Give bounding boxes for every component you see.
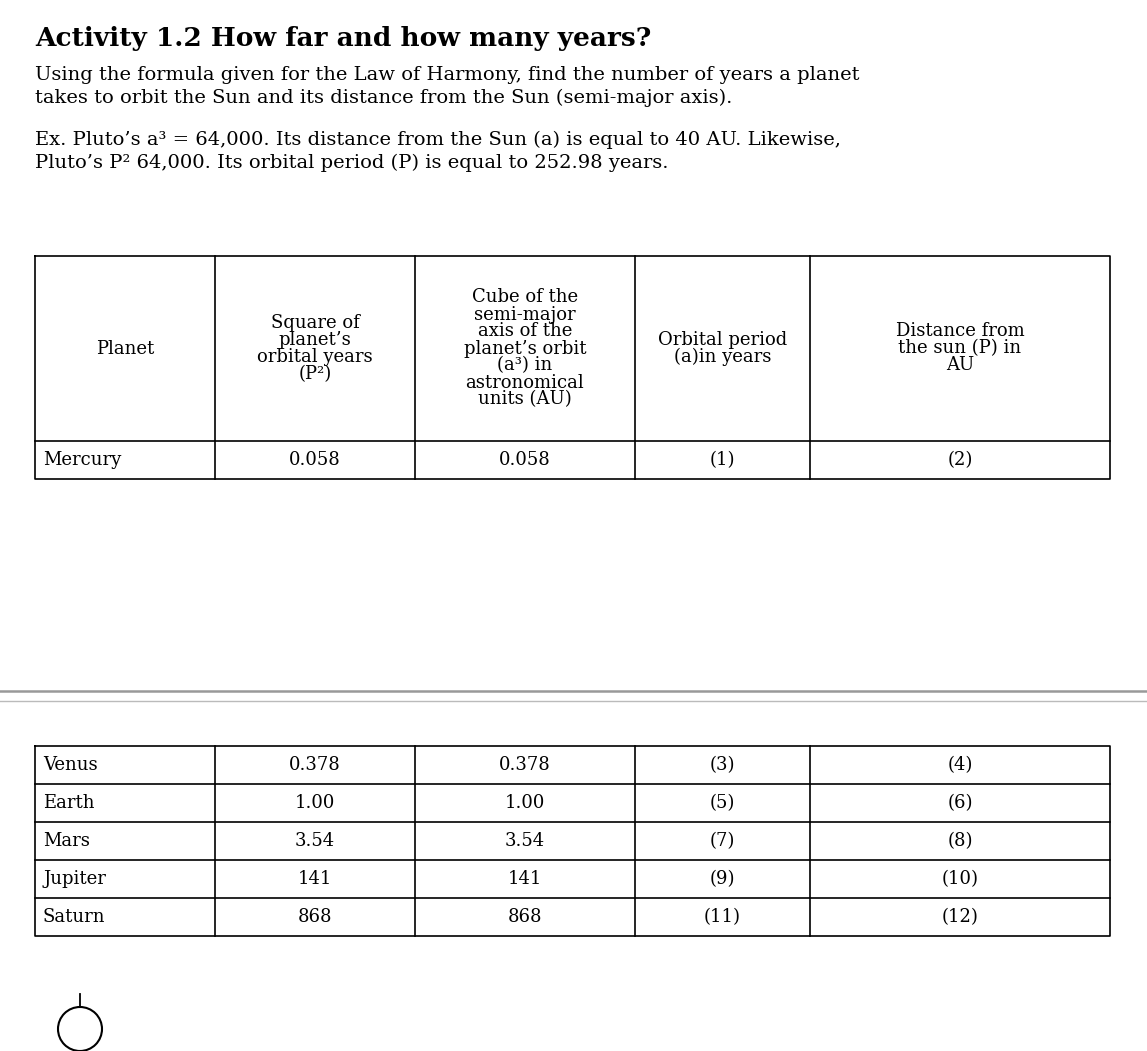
Text: planet’s orbit: planet’s orbit bbox=[463, 339, 586, 357]
Text: (a³) in: (a³) in bbox=[498, 356, 553, 374]
Text: (a)in years: (a)in years bbox=[673, 348, 771, 366]
Text: (10): (10) bbox=[942, 870, 978, 888]
Text: Saturn: Saturn bbox=[42, 908, 106, 926]
Text: 3.54: 3.54 bbox=[295, 832, 335, 850]
Text: 0.378: 0.378 bbox=[289, 756, 341, 774]
Text: astronomical: astronomical bbox=[466, 373, 584, 392]
Text: Distance from: Distance from bbox=[896, 323, 1024, 341]
Text: (5): (5) bbox=[710, 794, 735, 812]
Text: Square of: Square of bbox=[271, 314, 359, 332]
Text: (6): (6) bbox=[947, 794, 973, 812]
Text: 141: 141 bbox=[508, 870, 543, 888]
Text: 0.058: 0.058 bbox=[499, 451, 551, 469]
Text: Cube of the: Cube of the bbox=[471, 289, 578, 307]
Text: Jupiter: Jupiter bbox=[42, 870, 106, 888]
Text: (7): (7) bbox=[710, 832, 735, 850]
Text: (4): (4) bbox=[947, 756, 973, 774]
Text: Using the formula given for the Law of Harmony, find the number of years a plane: Using the formula given for the Law of H… bbox=[36, 66, 859, 84]
Text: Planet: Planet bbox=[96, 339, 154, 357]
Text: the sun (P) in: the sun (P) in bbox=[898, 339, 1022, 357]
Text: 1.00: 1.00 bbox=[505, 794, 545, 812]
Text: units (AU): units (AU) bbox=[478, 391, 572, 409]
Text: 0.378: 0.378 bbox=[499, 756, 551, 774]
Text: 3.54: 3.54 bbox=[505, 832, 545, 850]
Text: (1): (1) bbox=[710, 451, 735, 469]
Text: 0.058: 0.058 bbox=[289, 451, 341, 469]
Text: (11): (11) bbox=[704, 908, 741, 926]
Text: axis of the: axis of the bbox=[478, 323, 572, 341]
Text: takes to orbit the Sun and its distance from the Sun (semi-major axis).: takes to orbit the Sun and its distance … bbox=[36, 89, 733, 107]
Text: (12): (12) bbox=[942, 908, 978, 926]
Text: 141: 141 bbox=[298, 870, 333, 888]
Text: Ex. Pluto’s a³ = 64,000. Its distance from the Sun (a) is equal to 40 AU. Likewi: Ex. Pluto’s a³ = 64,000. Its distance fr… bbox=[36, 131, 841, 149]
Text: Orbital period: Orbital period bbox=[658, 331, 787, 349]
Text: (3): (3) bbox=[710, 756, 735, 774]
Text: (P²): (P²) bbox=[298, 365, 331, 383]
Text: Activity 1.2 How far and how many years?: Activity 1.2 How far and how many years? bbox=[36, 26, 651, 51]
Text: 1.00: 1.00 bbox=[295, 794, 335, 812]
Text: Mars: Mars bbox=[42, 832, 89, 850]
Text: 868: 868 bbox=[298, 908, 333, 926]
Text: Pluto’s P² 64,000. Its orbital period (P) is equal to 252.98 years.: Pluto’s P² 64,000. Its orbital period (P… bbox=[36, 154, 669, 172]
Text: AU: AU bbox=[946, 356, 974, 374]
Text: semi-major: semi-major bbox=[474, 306, 576, 324]
Text: Venus: Venus bbox=[42, 756, 97, 774]
Text: 868: 868 bbox=[508, 908, 543, 926]
Text: (8): (8) bbox=[947, 832, 973, 850]
Text: (2): (2) bbox=[947, 451, 973, 469]
Text: Mercury: Mercury bbox=[42, 451, 122, 469]
Text: (9): (9) bbox=[710, 870, 735, 888]
Text: Earth: Earth bbox=[42, 794, 94, 812]
Text: planet’s: planet’s bbox=[279, 331, 351, 349]
Text: orbital years: orbital years bbox=[257, 348, 373, 366]
